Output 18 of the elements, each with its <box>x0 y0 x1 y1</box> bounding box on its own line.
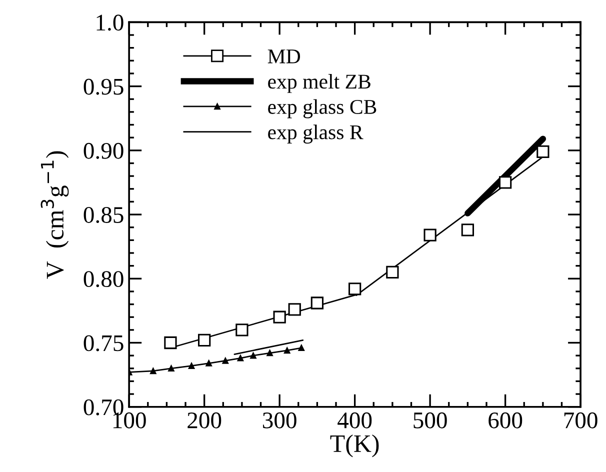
x-tick-label: 300 <box>262 412 296 428</box>
y-axis-title: V (cm$^{3}$g$^{−1}$) <box>40 151 69 279</box>
legend-label: MD <box>268 50 300 64</box>
x-axis-title: T(K) <box>330 434 379 458</box>
x-tick-label: 600 <box>488 412 522 428</box>
x-tick-label: 700 <box>564 412 598 428</box>
y-tick-label: 0.85 <box>84 207 124 224</box>
legend-label: exp glass R <box>268 124 364 144</box>
x-tick-label: 200 <box>188 412 222 428</box>
x-tick-label: 400 <box>338 412 372 428</box>
legend-label: exp glass CB <box>268 99 376 118</box>
legend-label: exp melt ZB <box>268 74 370 93</box>
y-tick-label: 1.0 <box>96 14 124 31</box>
y-tick-label: 0.95 <box>84 78 124 95</box>
y-tick-label: 0.80 <box>84 271 124 288</box>
x-tick-label: 500 <box>414 412 447 428</box>
y-tick-label: 0.75 <box>84 335 124 352</box>
y-tick-label: 0.90 <box>84 142 124 159</box>
